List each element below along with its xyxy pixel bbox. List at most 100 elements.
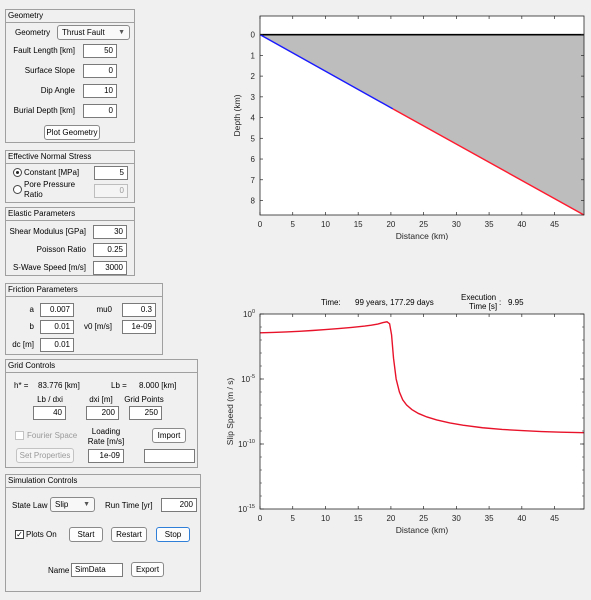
shear-modulus-label: Shear Modulus [GPa] xyxy=(9,227,86,236)
hstar-value: 83.776 [km] xyxy=(38,381,80,390)
simulation-panel: Simulation Controls State Law Slip ▼ Run… xyxy=(5,474,201,592)
run-time-field[interactable]: 200 xyxy=(161,498,197,512)
execution-time-colon: : xyxy=(499,298,502,307)
x-tick-label: 30 xyxy=(452,514,461,523)
fault-length-field[interactable]: 50 xyxy=(83,44,117,58)
name-field[interactable]: SimData xyxy=(71,563,123,577)
pore-pressure-label-line1: Pore Pressure xyxy=(24,180,76,189)
x-tick-label: 35 xyxy=(485,220,494,229)
x-tick-label: 40 xyxy=(517,514,526,523)
import-path-field[interactable] xyxy=(144,449,195,463)
friction-panel-title: Friction Parameters xyxy=(6,284,162,297)
hstar-label: h* = xyxy=(14,381,29,390)
pore-pressure-label-line2: Ratio xyxy=(24,190,43,199)
dip-angle-field[interactable]: 10 xyxy=(83,84,117,98)
burial-depth-label: Burial Depth [km] xyxy=(13,106,75,115)
fault-segment-1 xyxy=(259,34,394,110)
loading-rate-label-line1: Loading xyxy=(91,427,121,436)
friction-b-label: b xyxy=(29,322,34,331)
name-label: Name xyxy=(48,566,70,575)
lb-label: Lb = xyxy=(111,381,127,390)
friction-v0-field[interactable]: 1e-09 xyxy=(122,320,156,334)
elastic-panel: Elastic Parameters Shear Modulus [GPa] 3… xyxy=(5,207,135,276)
execution-time-label-line1: Execution xyxy=(461,293,497,302)
y-axis-label: Slip Speed (m / s) xyxy=(225,378,235,446)
x-axis-label: Distance (km) xyxy=(396,525,449,535)
y-tick-label: 10-5 xyxy=(241,374,255,384)
dip-angle-label: Dip Angle xyxy=(40,86,75,95)
y-tick-label: 5 xyxy=(251,134,256,143)
x-tick-label: 35 xyxy=(485,514,494,523)
friction-mu0-field[interactable]: 0.3 xyxy=(122,303,156,317)
burial-depth-field[interactable]: 0 xyxy=(83,104,117,118)
dxi-field[interactable]: 200 xyxy=(86,406,119,420)
x-tick-label: 5 xyxy=(291,514,296,523)
lb-dxi-label: Lb / dxi xyxy=(37,395,63,404)
pore-pressure-radio[interactable] xyxy=(13,185,22,194)
y-tick-label: 2 xyxy=(251,72,256,81)
restart-button[interactable]: Restart xyxy=(111,527,147,542)
plots-on-checkbox[interactable]: ✓ xyxy=(15,530,24,539)
x-axis-label: Distance (km) xyxy=(396,231,449,240)
x-tick-label: 30 xyxy=(452,220,461,229)
plot-frame xyxy=(259,313,585,510)
state-law-value: Slip xyxy=(55,500,69,509)
state-law-dropdown[interactable]: Slip ▼ xyxy=(50,497,95,512)
lb-dxi-field[interactable]: 40 xyxy=(33,406,66,420)
y-tick-label: 1 xyxy=(251,51,256,60)
x-tick-label: 0 xyxy=(258,514,263,523)
constant-stress-radio[interactable] xyxy=(13,168,22,177)
fourier-space-checkbox[interactable] xyxy=(15,431,24,440)
geometry-panel-title: Geometry xyxy=(6,10,134,23)
execution-time-value: 9.95 xyxy=(508,298,524,307)
friction-b-field[interactable]: 0.01 xyxy=(40,320,74,334)
friction-dc-field[interactable]: 0.01 xyxy=(40,338,74,352)
x-tick-label: 15 xyxy=(354,220,363,229)
loading-rate-field[interactable]: 1e-09 xyxy=(88,449,124,463)
geometry-type-label: Geometry xyxy=(15,28,51,37)
start-button[interactable]: Start xyxy=(69,527,103,542)
pore-pressure-field[interactable]: 0 xyxy=(94,184,128,198)
grid-panel-title: Grid Controls xyxy=(6,360,197,373)
y-tick-label: 0 xyxy=(251,31,256,40)
set-properties-button[interactable]: Set Properties xyxy=(16,448,74,463)
x-tick-label: 25 xyxy=(419,514,428,523)
plot-geometry-button[interactable]: Plot Geometry xyxy=(44,125,100,140)
x-tick-label: 5 xyxy=(291,220,296,229)
shear-modulus-field[interactable]: 30 xyxy=(93,225,127,239)
y-tick-label: 8 xyxy=(251,196,256,205)
x-tick-label: 40 xyxy=(517,220,526,229)
fault-segment-2 xyxy=(392,108,585,216)
grid-points-field[interactable]: 250 xyxy=(129,406,162,420)
grid-panel: Grid Controls h* = 83.776 [km] Lb = 8.00… xyxy=(5,359,198,468)
stop-button[interactable]: Stop xyxy=(156,527,190,542)
geometry-panel: Geometry Geometry Thrust Fault ▼ Fault L… xyxy=(5,9,135,143)
y-tick-label: 4 xyxy=(251,114,256,123)
friction-mu0-label: mu0 xyxy=(96,305,112,314)
friction-panel: Friction Parameters a 0.007 mu0 0.3 b 0.… xyxy=(5,283,163,355)
x-tick-label: 25 xyxy=(419,220,428,229)
surface-slope-label: Surface Slope xyxy=(24,66,75,75)
state-law-label: State Law xyxy=(12,501,48,510)
run-time-label: Run Time [yr] xyxy=(105,501,153,510)
swave-speed-label: S-Wave Speed [m/s] xyxy=(12,263,86,272)
geometry-type-dropdown[interactable]: Thrust Fault ▼ xyxy=(57,25,130,40)
x-tick-label: 45 xyxy=(550,514,559,523)
swave-speed-field[interactable]: 3000 xyxy=(93,261,127,275)
chevron-down-icon: ▼ xyxy=(83,501,90,508)
x-tick-label: 15 xyxy=(354,514,363,523)
plots-on-label: Plots On xyxy=(26,530,57,539)
plot-frame xyxy=(259,15,585,216)
time-label: Time: xyxy=(321,298,341,307)
constant-stress-field[interactable]: 5 xyxy=(94,166,128,180)
x-tick-label: 0 xyxy=(258,220,263,229)
dxi-label: dxi [m] xyxy=(89,395,113,404)
export-button[interactable]: Export xyxy=(131,562,164,577)
normal-stress-panel: Effective Normal Stress Constant [MPa] 5… xyxy=(5,150,135,203)
surface-slope-field[interactable]: 0 xyxy=(83,64,117,78)
poisson-ratio-field[interactable]: 0.25 xyxy=(93,243,127,257)
import-button[interactable]: Import xyxy=(152,428,186,443)
friction-a-field[interactable]: 0.007 xyxy=(40,303,74,317)
y-tick-label: 7 xyxy=(251,176,256,185)
